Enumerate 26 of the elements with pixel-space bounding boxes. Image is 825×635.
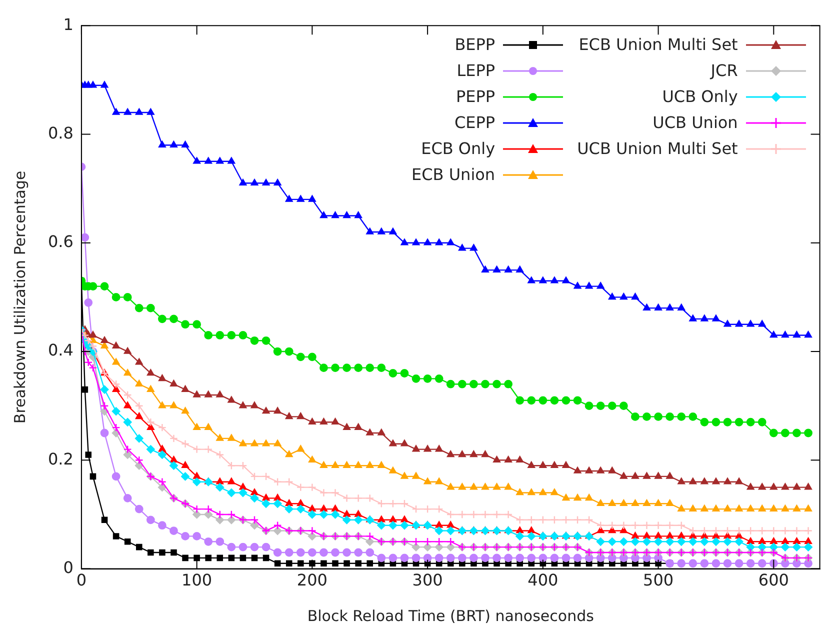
legend-label: ECB Union [412, 165, 496, 184]
legend-label: ECB Union Multi Set [578, 35, 738, 54]
x-tick-label: 0 [76, 570, 87, 590]
x-tick-label: 500 [643, 570, 674, 590]
x-tick-label: 300 [412, 570, 443, 590]
legend-label: UCB Only [662, 87, 738, 106]
y-tick-label: 0.6 [48, 232, 74, 252]
legend-label: UCB Union [652, 113, 738, 132]
y-axis-title: Breakdown Utilization Percentage [10, 170, 29, 424]
legend-label: CEPP [454, 113, 496, 132]
legend-label: UCB Union Multi Set [577, 139, 738, 158]
y-tick-label: 0.2 [48, 449, 74, 468]
y-tick-label: 0 [63, 558, 74, 577]
x-tick-label: 200 [296, 570, 328, 590]
x-axis-title: Block Reload Time (BRT) nanoseconds [307, 606, 594, 625]
legend-label: PEPP [456, 87, 496, 106]
x-tick-label: 400 [528, 570, 558, 590]
legend-label: ECB Only [421, 139, 496, 158]
y-tick-label: 0.4 [48, 340, 74, 360]
legend-label: LEPP [456, 61, 496, 80]
y-tick-label: 1 [63, 14, 74, 34]
y-tick-label: 0.8 [48, 123, 74, 142]
x-tick-label: 600 [758, 570, 789, 590]
legend-label: JCR [710, 61, 738, 80]
x-tick-label: 100 [182, 570, 212, 590]
legend-label: BEPP [454, 35, 496, 54]
